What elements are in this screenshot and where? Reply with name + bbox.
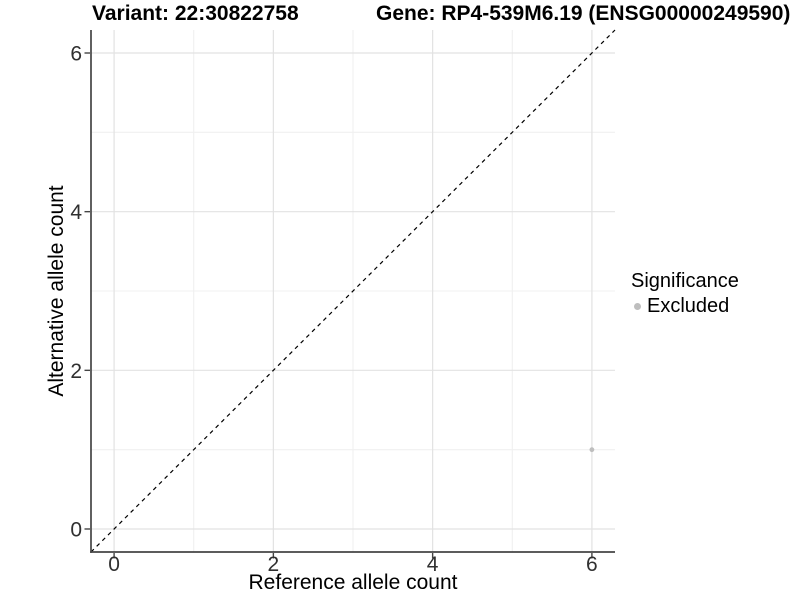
y-axis-title: Alternative allele count (45, 185, 68, 397)
legend: Significance Excluded (631, 270, 739, 317)
y-tick-label: 2 (70, 360, 82, 383)
y-tick-label: 4 (70, 201, 82, 224)
gene-title: Gene: RP4-539M6.19 (ENSG00000249590) (376, 2, 791, 25)
x-axis-title: Reference allele count (248, 571, 458, 594)
x-tick-label: 4 (427, 553, 439, 576)
y-tick-label: 6 (70, 43, 82, 66)
variant-title: Variant: 22:30822758 (92, 2, 299, 25)
identity-line (90, 29, 616, 553)
legend-item-label: Excluded (647, 295, 730, 317)
legend-point-icon (634, 302, 641, 310)
x-tick-label: 2 (268, 553, 280, 576)
data-point (589, 447, 595, 453)
x-tick-label: 6 (586, 553, 598, 576)
y-tick-label: 0 (70, 518, 82, 541)
legend-title: Significance (631, 270, 739, 292)
x-tick-label: 0 (108, 553, 120, 576)
legend-item-excluded: Excluded (631, 295, 739, 317)
